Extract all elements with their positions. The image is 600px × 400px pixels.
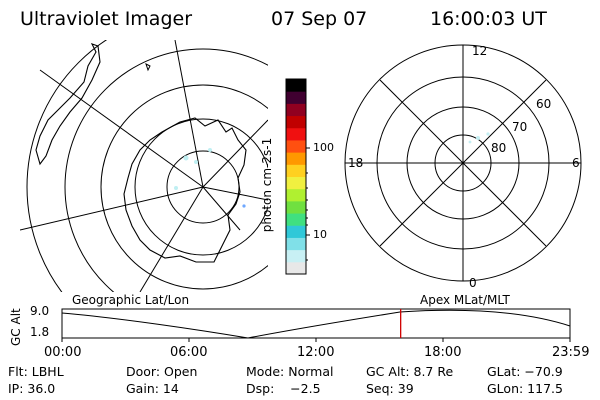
lon-line [174, 40, 204, 188]
timeline-xtick: 06:00 [170, 345, 208, 360]
colorbar-band [286, 249, 306, 263]
dsp-status: Dsp: −2.5 [246, 381, 321, 396]
altitude-curve [61, 309, 571, 339]
mlat-label-70: 70 [512, 120, 528, 134]
mlat-label-80: 80 [491, 141, 507, 155]
time-label: 16:00:03 UT [430, 8, 547, 30]
date-label: 07 Sep 07 [271, 8, 368, 30]
lat-circle [166, 150, 240, 224]
mlt-label-18: 18 [348, 156, 364, 170]
geo-panel-label: Geographic Lat/Lon [72, 293, 190, 307]
south-america-coastline [35, 43, 101, 166]
colorbar-band [286, 188, 306, 202]
filter-status: Flt: LBHL [8, 364, 64, 379]
gain-status: Gain: 14 [126, 381, 179, 396]
colorbar-band [286, 115, 306, 129]
lon-line [139, 186, 204, 292]
mag-panel-label: Apex MLat/MLT [420, 293, 510, 307]
lon-line [202, 119, 268, 188]
colorbar-band [286, 213, 306, 226]
glon-status: GLon: 117.5 [487, 381, 563, 396]
colorbar-band [286, 164, 306, 177]
seq-status: Seq: 39 [366, 381, 414, 396]
colorbar-band [286, 261, 306, 275]
gc-alt-status: GC Alt: 8.7 Re [366, 364, 454, 379]
instrument-title: Ultraviolet Imager [20, 8, 193, 30]
timeline-xtick: 18:00 [424, 345, 462, 360]
colorbar-band [286, 225, 306, 238]
colorbar-band [286, 139, 306, 153]
colorbar-band [286, 176, 306, 190]
colorbar-band [286, 200, 306, 214]
island [145, 63, 151, 72]
colorbar-band [286, 91, 306, 104]
lon-line [20, 186, 204, 231]
colorbar [285, 78, 310, 275]
timeline-y-label: GC Alt [9, 308, 23, 346]
lon-line [202, 186, 241, 231]
colorbar-tick-100: 100 [313, 141, 334, 154]
mlt-label-12: 12 [472, 44, 488, 58]
colorbar-band [286, 103, 306, 117]
mlt-label-6: 6 [572, 156, 580, 170]
colorbar-unit-label: photon cm-2s-1 [260, 137, 274, 233]
lon-line [202, 186, 268, 201]
mode-status: Mode: Normal [246, 364, 334, 379]
colorbar-band [286, 152, 306, 165]
timeline-ytick-bottom: 1.8 [30, 325, 50, 339]
colorbar-band [286, 79, 306, 92]
timeline-xtick: 00:00 [44, 345, 82, 360]
ip-status: IP: 36.0 [8, 381, 56, 396]
mlt-label-0: 0 [469, 276, 477, 290]
timeline-xtick: 23:59 [552, 345, 590, 360]
timeline-ytick-top: 9.0 [30, 304, 50, 318]
timeline-xtick: 12:00 [297, 345, 335, 360]
mlat-label-60: 60 [536, 97, 552, 111]
colorbar-band [286, 127, 306, 141]
colorbar-band [286, 237, 306, 251]
door-status: Door: Open [126, 364, 198, 379]
glat-status: GLat: −70.9 [487, 364, 563, 379]
lat-circle [26, 40, 108, 292]
colorbar-tick-10: 10 [313, 228, 327, 241]
lat-circle [100, 84, 268, 290]
lon-line [39, 69, 204, 188]
antarctica-coastline [123, 117, 247, 263]
lat-circle [134, 118, 268, 256]
